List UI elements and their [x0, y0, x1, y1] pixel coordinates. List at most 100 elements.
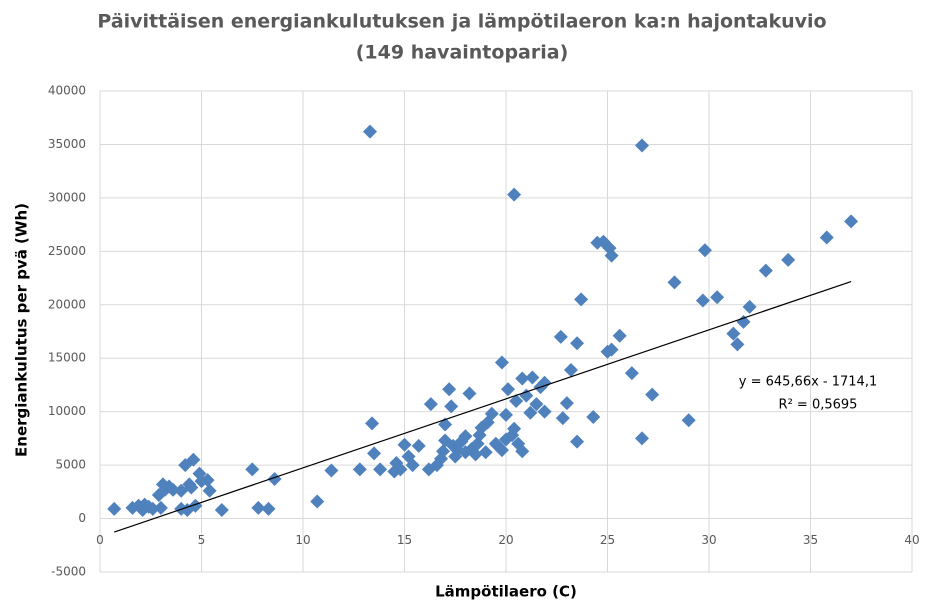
point [200, 473, 215, 488]
point [405, 458, 420, 473]
point [267, 472, 282, 487]
point [604, 248, 619, 263]
point [373, 462, 388, 477]
point [844, 214, 859, 229]
point [462, 386, 477, 401]
point [742, 299, 757, 314]
trendline [114, 280, 852, 533]
point [586, 410, 601, 425]
point [559, 396, 574, 411]
point [553, 329, 568, 344]
chart-title: Päivittäisen energiankulutuksen ja lämpö… [97, 11, 826, 33]
y-tick-label: 5000 [55, 458, 86, 472]
point [523, 405, 538, 420]
point [635, 431, 650, 446]
point [507, 421, 522, 436]
x-tick-label: 30 [701, 533, 716, 547]
y-tick-label: 35000 [48, 137, 86, 151]
point [310, 494, 325, 509]
point [509, 393, 524, 408]
point [736, 314, 751, 329]
point [324, 463, 339, 478]
y-tick-label: 25000 [48, 244, 86, 258]
point [153, 500, 168, 515]
point [188, 498, 203, 513]
r-squared: R² = 0,5695 [779, 398, 858, 413]
point [107, 501, 122, 516]
point [726, 326, 741, 341]
point [507, 187, 522, 202]
y-tick-label: 20000 [48, 297, 86, 311]
point [494, 443, 509, 458]
x-tick-label: 10 [295, 533, 310, 547]
point [245, 462, 260, 477]
point [423, 397, 438, 412]
y-tick-label: 0 [78, 511, 86, 525]
point [612, 328, 627, 343]
trendline-equation: y = 645,66x - 1714,1 [739, 375, 877, 390]
point [781, 252, 796, 267]
point [411, 438, 426, 453]
point [635, 138, 650, 153]
y-tick-label: -5000 [51, 565, 86, 579]
y-tick-label: 40000 [48, 84, 86, 98]
point [436, 444, 451, 459]
point [442, 382, 457, 397]
x-tick-label: 25 [600, 533, 615, 547]
point [362, 124, 377, 139]
y-tick-label: 15000 [48, 351, 86, 365]
point [525, 370, 540, 385]
point [555, 411, 570, 426]
point [352, 462, 367, 477]
point [667, 275, 682, 290]
point [468, 447, 483, 462]
point [184, 480, 199, 495]
point [537, 404, 552, 419]
point [365, 416, 380, 431]
point [251, 500, 266, 515]
point [501, 382, 516, 397]
x-tick-label: 35 [803, 533, 818, 547]
point [515, 444, 530, 459]
point [570, 434, 585, 449]
x-tick-label: 15 [397, 533, 412, 547]
point [563, 362, 578, 377]
point [397, 437, 412, 452]
point [645, 387, 660, 402]
point [604, 342, 619, 357]
x-tick-label: 0 [96, 533, 104, 547]
point [499, 407, 513, 422]
point [574, 292, 589, 307]
point [624, 366, 639, 381]
point [697, 243, 712, 258]
y-axis-label: Energiankulutus per pvä (Wh) [13, 203, 31, 457]
point [367, 446, 382, 461]
x-tick-label: 20 [498, 533, 513, 547]
x-axis-label: Lämpötilaero (C) [435, 583, 577, 601]
point [494, 355, 509, 370]
y-tick-label: 30000 [48, 190, 86, 204]
point [186, 452, 201, 467]
point [730, 337, 745, 352]
point [458, 429, 473, 444]
chart-subtitle: (149 havaintoparia) [356, 42, 569, 64]
point [529, 397, 544, 412]
point [478, 445, 493, 460]
point [819, 230, 834, 245]
point [695, 293, 710, 308]
point [202, 483, 217, 498]
point [515, 371, 530, 386]
x-tick-label: 40 [904, 533, 919, 547]
point [681, 413, 696, 428]
y-tick-label: 10000 [48, 404, 86, 418]
point [393, 462, 408, 477]
point [484, 406, 499, 421]
point [570, 336, 585, 351]
point [166, 482, 181, 497]
point [710, 290, 725, 305]
x-tick-label: 5 [198, 533, 206, 547]
point [444, 399, 459, 414]
point [261, 501, 276, 516]
point [758, 263, 773, 278]
